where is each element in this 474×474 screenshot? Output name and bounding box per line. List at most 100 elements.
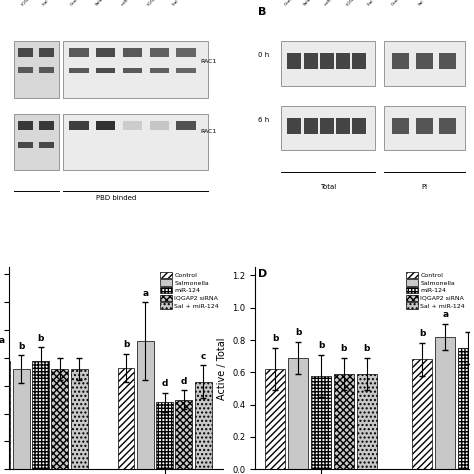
Bar — [288, 118, 301, 134]
Text: b: b — [37, 334, 44, 343]
Text: Salmonella: Salmonella — [95, 0, 115, 7]
Bar — [304, 118, 318, 134]
Text: PI: PI — [421, 184, 428, 191]
Text: PBD binded: PBD binded — [96, 195, 137, 201]
Text: d: d — [181, 377, 187, 386]
Text: RAC1: RAC1 — [201, 129, 217, 135]
Bar — [416, 53, 433, 69]
Bar — [14, 41, 59, 98]
Bar — [176, 121, 196, 130]
Text: Sal: Sal — [418, 0, 426, 7]
Text: a: a — [442, 310, 448, 319]
Bar — [150, 68, 169, 73]
Bar — [63, 114, 209, 170]
Text: IQGAP2 siRNA: IQGAP2 siRNA — [345, 0, 370, 7]
Bar — [0, 361, 10, 469]
Bar — [439, 118, 456, 134]
Bar — [176, 48, 196, 57]
Bar — [334, 374, 354, 469]
Text: B: B — [257, 7, 266, 17]
Bar — [18, 121, 33, 130]
Bar — [384, 41, 465, 85]
Legend: Control, Salmonella, miR-124, IQGAP2 siRNA, Sal + miR-124: Control, Salmonella, miR-124, IQGAP2 siR… — [159, 271, 220, 310]
Bar — [18, 48, 33, 57]
Bar — [69, 68, 89, 73]
Bar — [63, 41, 209, 98]
Bar — [353, 118, 366, 134]
Text: Sal + miR-124: Sal + miR-124 — [172, 0, 197, 7]
Bar — [281, 41, 375, 85]
Bar — [118, 367, 135, 469]
Bar — [304, 53, 318, 69]
Text: b: b — [123, 340, 129, 349]
Text: b: b — [318, 341, 324, 350]
Text: miR-124: miR-124 — [324, 0, 339, 7]
Bar — [123, 121, 142, 130]
Bar — [392, 118, 410, 134]
Text: c: c — [201, 352, 206, 361]
Bar — [32, 361, 49, 469]
Text: Control: Control — [283, 0, 297, 7]
Bar — [123, 68, 142, 73]
Text: b: b — [364, 344, 370, 353]
Bar — [176, 68, 196, 73]
Bar — [39, 142, 55, 148]
Bar — [435, 337, 455, 469]
Bar — [288, 358, 308, 469]
Bar — [156, 402, 173, 469]
Text: b: b — [18, 342, 25, 351]
Bar — [96, 121, 115, 130]
Bar — [96, 48, 115, 57]
Bar — [320, 118, 334, 134]
Text: b: b — [295, 328, 301, 337]
Bar — [150, 121, 169, 130]
Bar — [39, 67, 55, 73]
Text: Salmonella: Salmonella — [302, 0, 322, 7]
Bar — [353, 53, 366, 69]
Bar — [357, 374, 377, 469]
Bar — [18, 67, 33, 73]
Text: b: b — [272, 334, 279, 343]
Text: Total: Total — [320, 184, 336, 191]
Legend: Control, Salmonella, miR-124, IQGAP2 siRNA, Sal + miR-124: Control, Salmonella, miR-124, IQGAP2 siR… — [405, 271, 466, 310]
Bar — [18, 142, 33, 148]
Bar — [265, 369, 285, 469]
Text: b: b — [419, 329, 426, 338]
Text: miR-124: miR-124 — [121, 0, 137, 7]
Text: b: b — [341, 344, 347, 353]
Bar — [439, 53, 456, 69]
Text: d: d — [161, 380, 168, 389]
Bar — [39, 48, 55, 57]
Bar — [412, 359, 432, 469]
Text: D: D — [257, 269, 267, 279]
Bar — [336, 118, 350, 134]
Bar — [175, 400, 192, 469]
Bar — [336, 53, 350, 69]
Text: Sal + miR-124: Sal + miR-124 — [42, 0, 66, 7]
Text: IQGAP2 siRNA: IQGAP2 siRNA — [20, 0, 45, 7]
Bar — [281, 106, 375, 150]
Bar — [392, 53, 410, 69]
Text: a: a — [0, 336, 5, 345]
Bar — [123, 48, 142, 57]
Text: RAC1: RAC1 — [201, 59, 217, 64]
Bar — [320, 53, 334, 69]
Bar — [51, 369, 68, 469]
Text: IQGAP2 siRNA: IQGAP2 siRNA — [146, 0, 171, 7]
Bar — [150, 48, 169, 57]
Bar — [14, 114, 59, 170]
Y-axis label: Active / Total: Active / Total — [217, 337, 227, 400]
Text: 6 h: 6 h — [257, 117, 269, 123]
Bar — [96, 68, 115, 73]
Bar — [69, 121, 89, 130]
Text: Sal + miR-124: Sal + miR-124 — [366, 0, 392, 7]
Bar — [416, 118, 433, 134]
Bar — [195, 382, 211, 469]
Bar — [39, 121, 55, 130]
Text: a: a — [142, 289, 148, 298]
Bar — [288, 53, 301, 69]
Text: Control: Control — [390, 0, 404, 7]
Bar — [384, 106, 465, 150]
Bar — [458, 348, 474, 469]
Bar — [137, 341, 154, 469]
